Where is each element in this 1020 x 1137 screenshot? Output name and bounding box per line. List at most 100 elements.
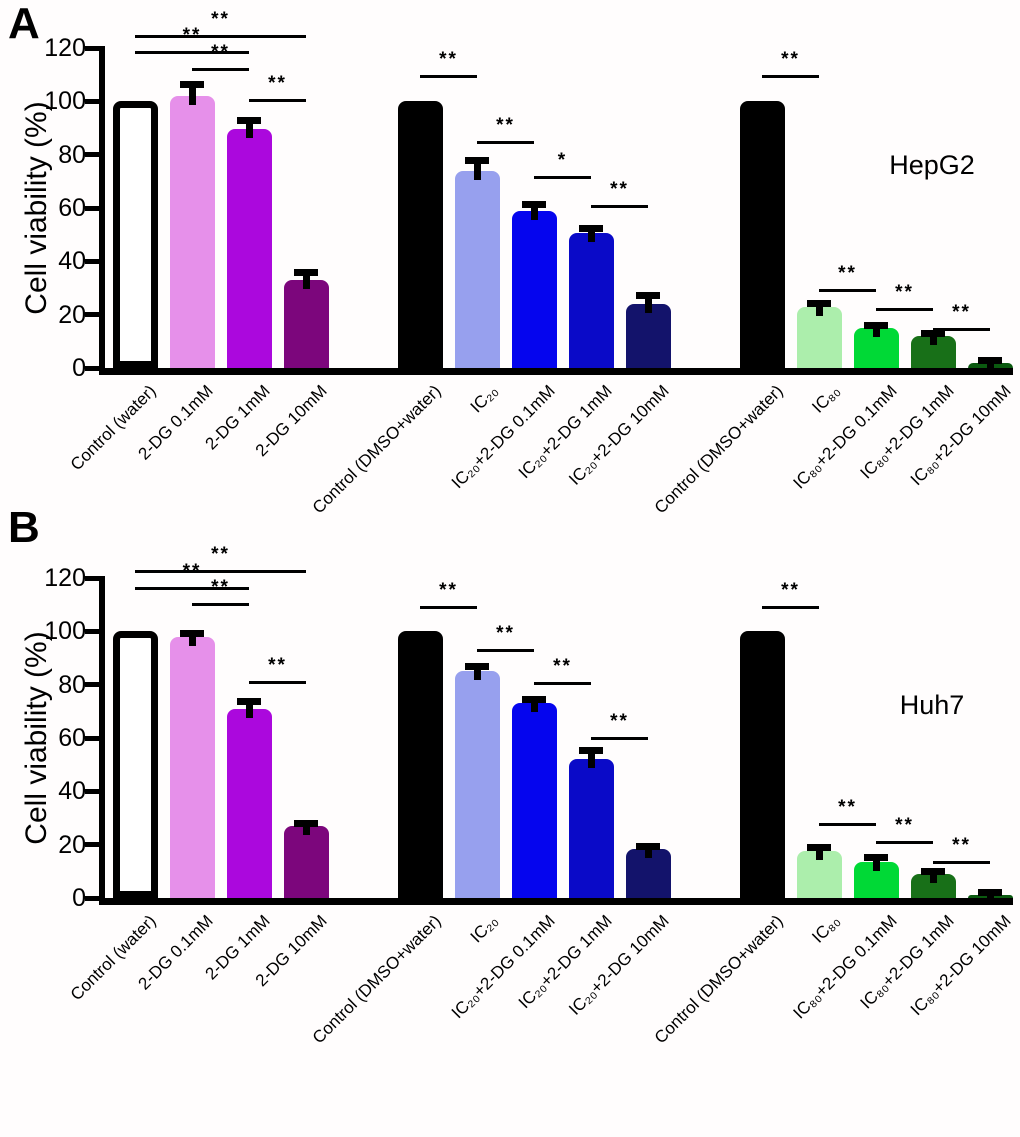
bar	[112, 631, 158, 898]
error-bar-stem	[872, 856, 880, 871]
panel-B: B Cell viability (%) 0 20 40 60 80 100 120 Contro…	[0, 500, 1020, 1048]
bar	[454, 671, 500, 898]
error-bar-stem	[188, 633, 196, 646]
significance-stars: **	[952, 302, 971, 323]
error-bar-stem	[815, 302, 823, 316]
bar	[568, 759, 614, 898]
bar	[226, 129, 272, 368]
y-tick	[85, 205, 99, 211]
cell-line-label: Huh7	[899, 690, 965, 720]
error-bar-cap	[636, 291, 660, 299]
significance-stars: **	[838, 797, 857, 819]
error-bar-stem	[929, 871, 937, 883]
significance-line	[819, 289, 876, 293]
error-bar-stem	[644, 294, 652, 313]
x-axis-line	[99, 368, 1013, 375]
significance-line	[591, 205, 648, 209]
bar	[625, 304, 671, 368]
bar	[169, 96, 215, 368]
significance-line	[762, 606, 819, 609]
significance-stars: *	[557, 150, 568, 171]
significance-stars: **	[952, 834, 971, 856]
y-tick-label: 100	[44, 87, 86, 116]
bar	[283, 826, 329, 898]
y-tick	[85, 735, 99, 741]
y-tick-label: 0	[72, 354, 86, 382]
error-bar-stem	[473, 666, 481, 681]
y-tick	[85, 98, 99, 104]
y-tick-label: 60	[58, 724, 86, 752]
error-bar-cap	[237, 117, 261, 124]
x-axis-line	[99, 898, 1013, 905]
error-bar-cap	[978, 889, 1002, 897]
error-bar-cap	[522, 696, 546, 704]
y-tick-label: 20	[58, 830, 86, 859]
significance-line	[933, 860, 990, 864]
bar	[397, 101, 443, 368]
significance-stars: **	[553, 656, 572, 677]
error-bar-cap	[636, 843, 660, 850]
y-tick	[85, 682, 99, 688]
x-tick-label: IC₈₀+2-DG 0.1mM	[789, 911, 901, 1023]
y-tick-label: 0	[72, 884, 86, 912]
bar	[568, 233, 614, 368]
y-tick-label: 120	[44, 564, 86, 592]
error-bar-stem	[302, 823, 310, 835]
significance-line	[135, 570, 306, 573]
error-bar-cap	[294, 269, 318, 276]
y-tick	[85, 258, 99, 264]
error-bar-cap	[294, 820, 318, 828]
bar	[454, 170, 500, 368]
y-tick-label: 60	[58, 194, 86, 222]
significance-line	[933, 328, 990, 331]
significance-stars: **	[268, 654, 287, 676]
y-tick-label: 120	[44, 34, 86, 62]
significance-line	[135, 50, 249, 54]
error-bar-stem	[245, 120, 253, 139]
y-tick	[85, 365, 99, 371]
error-bar-cap	[180, 81, 204, 88]
y-axis-line	[99, 576, 105, 905]
significance-stars: **	[268, 72, 287, 94]
bar	[226, 708, 272, 898]
significance-line	[135, 587, 249, 591]
error-bar-cap	[180, 630, 204, 638]
significance-stars: **	[496, 622, 515, 644]
error-bar-cap	[522, 201, 546, 208]
significance-stars: **	[781, 48, 800, 70]
bar	[283, 280, 329, 368]
error-bar-stem	[302, 272, 310, 289]
significance-line	[762, 74, 819, 78]
significance-line	[477, 141, 534, 145]
bar	[739, 101, 785, 368]
bar	[397, 631, 443, 898]
error-bar-stem	[245, 700, 253, 718]
y-tick	[85, 842, 99, 848]
bar	[112, 101, 158, 368]
significance-stars: **	[211, 42, 230, 63]
error-bar-stem	[188, 84, 196, 105]
error-bar-stem	[986, 360, 994, 368]
panel-A: A Cell viability (%) 0 20 40 60 80 100 120 Contro…	[0, 0, 1020, 518]
y-tick-label: 40	[58, 777, 86, 806]
y-tick	[85, 628, 99, 634]
significance-stars: **	[211, 577, 230, 599]
y-tick	[85, 312, 99, 318]
y-tick	[85, 895, 99, 901]
error-bar-cap	[978, 357, 1002, 364]
error-bar-stem	[644, 846, 652, 858]
significance-stars: **	[211, 8, 230, 30]
error-bar-cap	[864, 321, 888, 329]
error-bar-cap	[807, 844, 831, 852]
y-tick-label: 80	[58, 140, 86, 169]
bar	[511, 703, 557, 898]
bar	[169, 636, 215, 898]
significance-stars: **	[496, 115, 515, 137]
y-tick	[85, 575, 99, 581]
significance-line	[192, 68, 249, 71]
significance-stars: **	[439, 580, 458, 601]
bar	[796, 306, 842, 368]
y-tick	[85, 45, 99, 51]
y-axis-line	[99, 46, 105, 375]
error-bar-stem	[530, 204, 538, 220]
